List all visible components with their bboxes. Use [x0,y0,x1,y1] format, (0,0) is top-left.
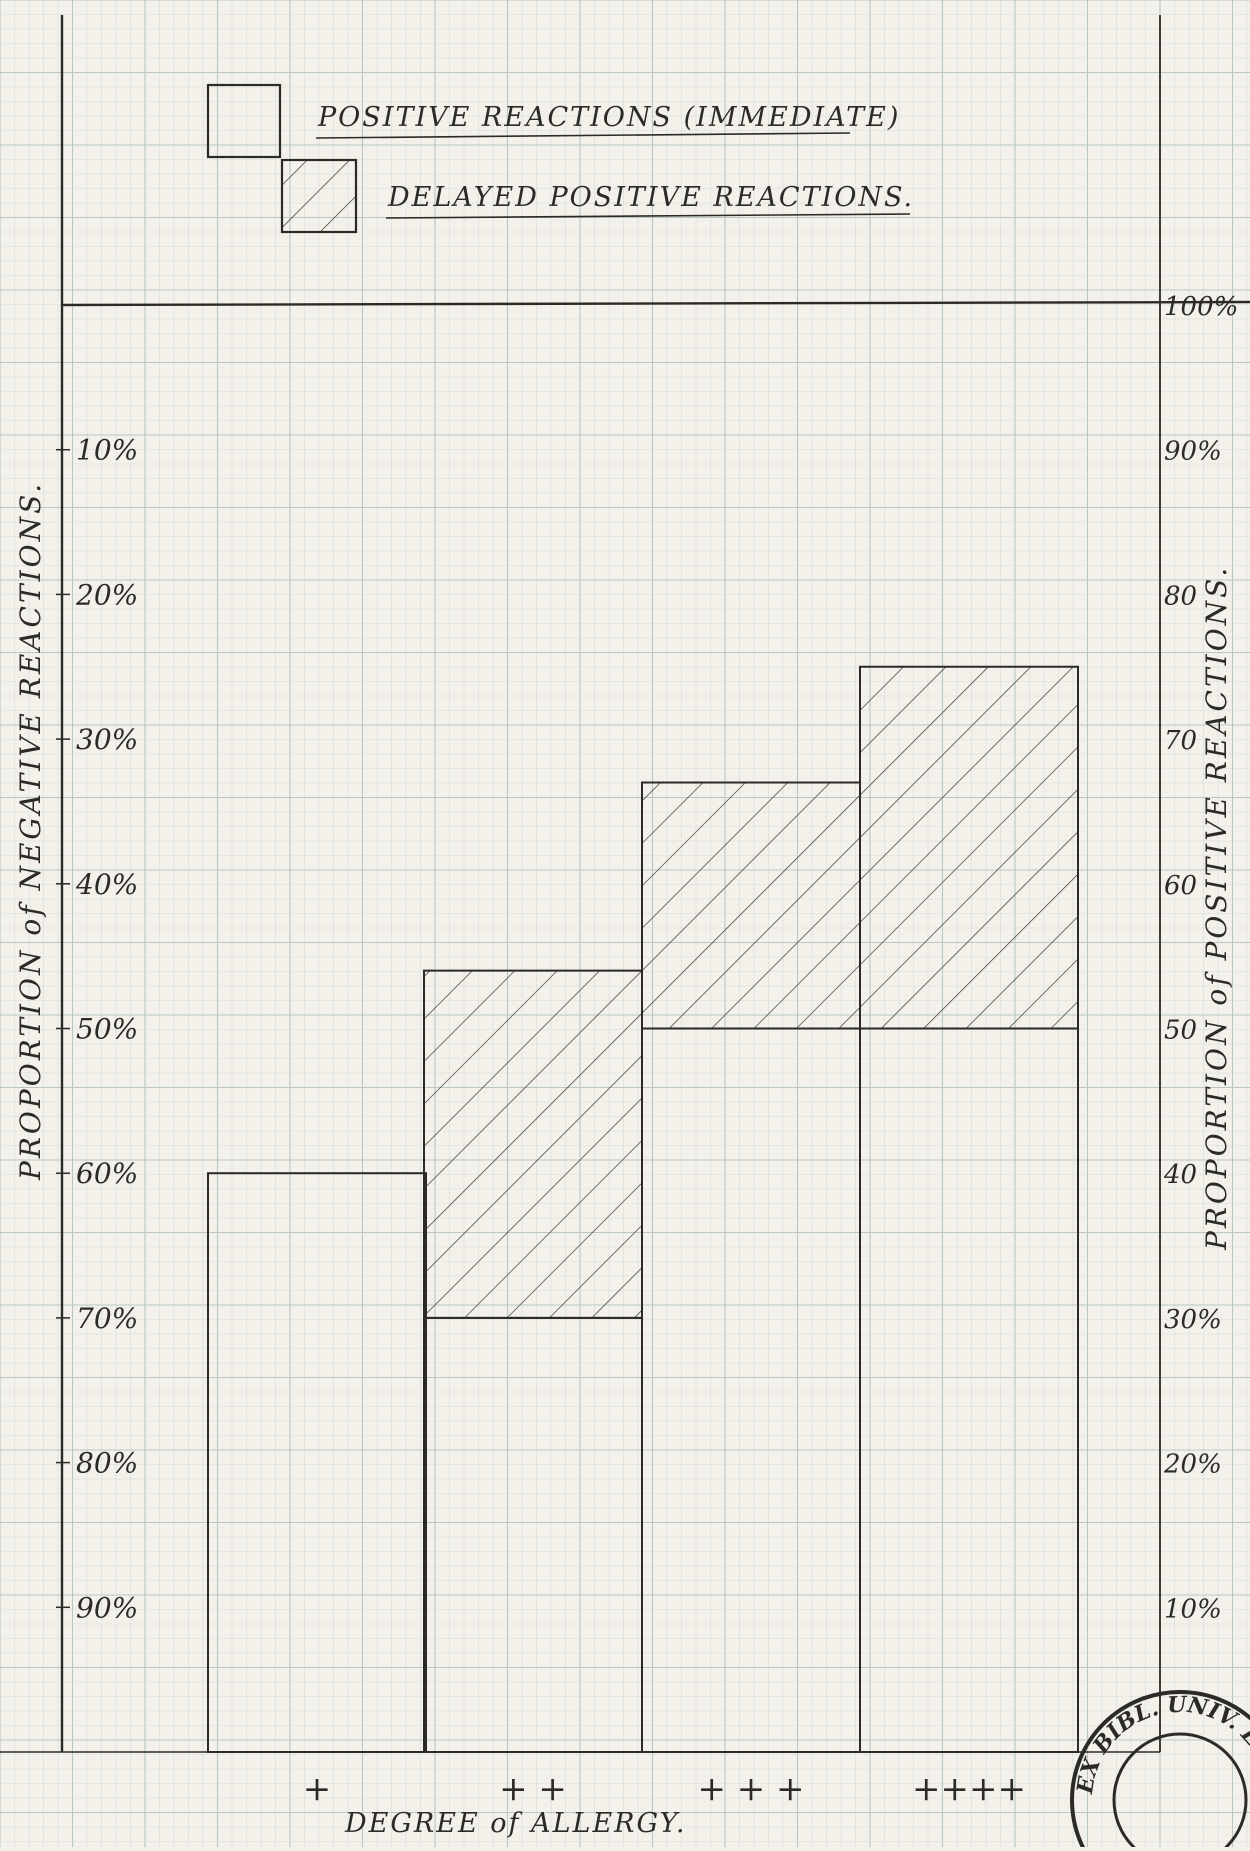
legend-swatch-delayed [280,158,358,234]
legend-label-immediate: POSITIVE REACTIONS (IMMEDIATE) [317,102,900,133]
legend: POSITIVE REACTIONS (IMMEDIATE) DELAYED P… [206,83,914,234]
bar-delayed-3 [641,781,861,1030]
x-tick-label: + [303,1769,332,1809]
legend-swatch-immediate [206,83,282,159]
x-tick-label: + + + [697,1769,804,1809]
right-tick-label: 50 [1164,1016,1197,1046]
bar-delayed-2 [423,969,643,1319]
left-tick-label: 90% [76,1591,138,1624]
left-tick-label: 80% [76,1447,138,1480]
y-axis-label-right: PROPORTION of POSITIVE REACTIONS. [1200,565,1233,1251]
bar-delayed-4 [859,665,1079,1030]
right-tick-label: 80 [1164,581,1197,611]
right-tick-label: 70 [1164,726,1197,756]
y-axis-label-left: PROPORTION of NEGATIVE REACTIONS. [14,481,47,1181]
x-tick-label: + + [499,1769,567,1809]
left-tick-label: 50% [76,1013,138,1046]
bar-immediate-1 [207,1172,427,1753]
right-tick-label: 60 [1164,871,1197,901]
right-tick-label: 10% [1164,1594,1222,1624]
tick-labels: 10% 20% 30% 40% 50% 60% 70% 80% 90% 100% 90% 80 70 60… [56,292,1238,1624]
legend-label-delayed: DELAYED POSITIVE REACTIONS. [387,182,914,213]
bars: + + + + + + ++++ [207,665,1079,1809]
x-axis-label: DEGREE of ALLERGY. [344,1808,687,1839]
hundred-percent-line [61,300,1250,307]
right-tick-label: 90% [1164,437,1222,467]
right-tick-label: 30% [1164,1305,1222,1335]
bar-immediate-3 [641,1027,861,1753]
left-tick-label: 60% [76,1157,138,1190]
left-tick-label: 10% [76,434,138,467]
bar-immediate-4 [859,1027,1079,1753]
left-tick-label: 40% [75,868,138,901]
legend-underline-immediate [315,132,851,139]
right-tick-label: 20% [1163,1450,1222,1480]
left-tick-label: 30% [76,723,138,756]
right-tick-label: 100% [1164,292,1238,322]
right-tick-label: 40 [1163,1160,1197,1190]
left-tick-label: 20% [75,578,138,611]
x-tick-label: ++++ [912,1769,1026,1809]
legend-underline-delayed [385,213,911,219]
left-tick-label: 70% [76,1302,138,1335]
